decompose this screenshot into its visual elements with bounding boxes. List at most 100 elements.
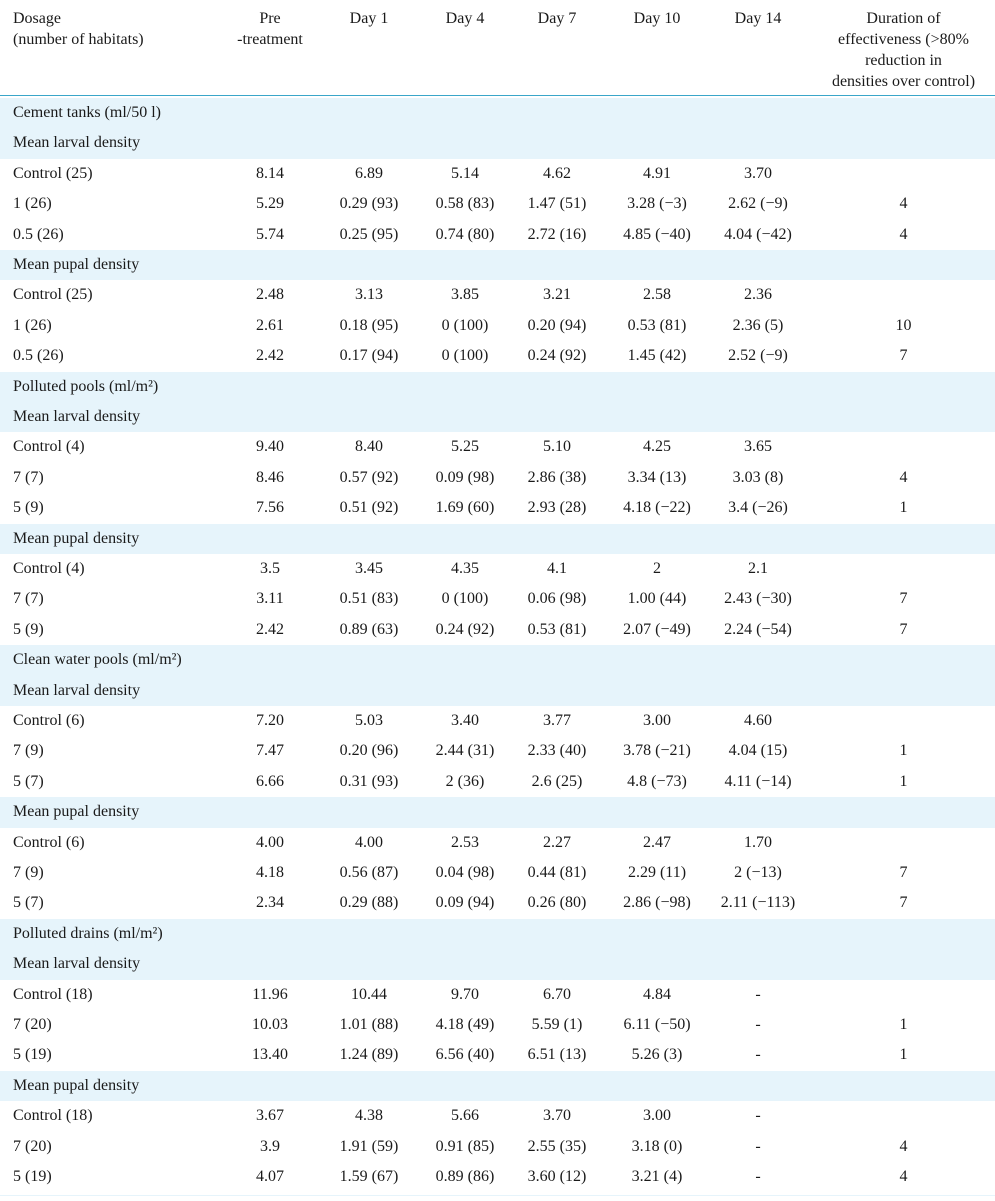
table-row: 7 (20) 3.9 1.91 (59) 0.91 (85) 2.55 (35) 3.18… (0, 1132, 995, 1162)
table-row: 7 (20) 10.03 1.01 (88) 4.18 (49) 5.59 (1) 6.1… (0, 1010, 995, 1040)
day7-cell: 3.77 (543, 712, 571, 729)
pretreatment-cell: 13.40 (252, 1046, 288, 1064)
day1-cell: 0.57 (92) (339, 468, 399, 486)
day1-cell (320, 524, 418, 554)
day4-cell: 0.89 (86) (435, 1168, 495, 1185)
day14-cell: 2.1 (748, 560, 768, 577)
dosage-cell: 7 (20) (13, 1016, 52, 1033)
table-row: 7 (7) 8.46 0.57 (92) 0.09 (98) 2.86 (38) 3.34… (0, 463, 995, 493)
day1-cell (320, 645, 418, 675)
day10-cell: 4.85 (−40) (623, 225, 691, 243)
table-row: 5 (7) 2.34 0.29 (88) 0.09 (94) 0.26 (80) 2.86… (0, 888, 995, 918)
table-row: 1 (26) 2.61 0.18 (95) 0 (100) 0.20 (94) 0.53 … (0, 311, 995, 341)
duration-cell: 7 (899, 894, 908, 912)
day4-cell (418, 372, 512, 402)
header-day4: Day 4 (445, 10, 485, 27)
day1-cell: 0.17 (94) (339, 347, 399, 365)
dosage-cell: Polluted drains (ml/m²) (13, 924, 163, 942)
duration-cell: 4 (899, 1168, 908, 1185)
duration-cell (812, 554, 995, 584)
header-dosage-line1: Dosage (13, 10, 61, 27)
day14-cell: 2.43 (−30) (724, 590, 792, 608)
day7-cell: 0.26 (80) (527, 894, 587, 912)
day14-cell: - (755, 1016, 761, 1033)
pretreatment-cell: 7.47 (256, 742, 284, 760)
dosage-cell: Control (25) (13, 164, 93, 182)
day1-cell: 0.18 (95) (339, 316, 399, 334)
pretreatment-cell: 8.46 (256, 468, 284, 486)
dosage-cell: Cement tanks (ml/50 l) (13, 104, 161, 121)
pretreatment-cell (220, 524, 320, 554)
day14-cell (712, 524, 804, 554)
day1-cell (320, 98, 418, 128)
day10-cell: 4.91 (643, 164, 671, 182)
pretreatment-cell: 5.29 (256, 195, 284, 213)
duration-cell (812, 645, 995, 675)
day10-cell: 2.07 (−49) (623, 620, 691, 638)
day10-cell (602, 797, 712, 827)
header-pre-line2: -treatment (237, 31, 303, 48)
day1-cell: 10.44 (351, 985, 387, 1003)
duration-cell (812, 676, 995, 706)
day7-cell (512, 919, 602, 949)
day14-cell: 2.62 (−9) (728, 195, 788, 213)
day10-cell: 3.00 (643, 1107, 671, 1125)
duration-cell (812, 1101, 995, 1131)
table-section-row: Mean pupal density (0, 250, 995, 281)
pretreatment-cell: 11.96 (252, 985, 288, 1003)
day7-cell: 2.33 (40) (527, 742, 587, 760)
day7-cell: 6.51 (13) (527, 1046, 587, 1064)
day14-cell (712, 372, 804, 402)
dosage-cell: Mean larval density (13, 408, 141, 425)
day7-cell (512, 372, 602, 402)
dosage-cell: 7 (20) (13, 1137, 52, 1155)
day7-cell: 0.53 (81) (527, 620, 587, 638)
day10-cell: 3.21 (4) (631, 1168, 683, 1185)
day4-cell: 0 (100) (441, 347, 489, 365)
dosage-cell: 5 (19) (13, 1168, 52, 1185)
dosage-cell: Control (18) (13, 985, 93, 1003)
day4-cell (418, 676, 512, 706)
day4-cell: 5.14 (451, 164, 479, 182)
dosage-cell: 1 (26) (13, 316, 52, 334)
duration-cell (812, 706, 995, 736)
dosage-cell: 7 (7) (13, 468, 44, 486)
day7-cell (512, 402, 602, 432)
pretreatment-cell: 2.42 (256, 620, 284, 638)
day10-cell: 3.00 (643, 712, 671, 729)
header-duration-line4: densities over control) (831, 73, 976, 90)
day1-cell: 0.29 (93) (339, 195, 399, 213)
day1-cell: 0.31 (93) (339, 772, 399, 790)
day14-cell: - (755, 985, 761, 1003)
day4-cell: 0.04 (98) (435, 864, 495, 881)
day1-cell: 0.51 (92) (339, 499, 399, 517)
day4-cell (418, 98, 512, 128)
pretreatment-cell: 3.5 (260, 560, 280, 577)
day10-cell: 2.58 (643, 286, 671, 304)
duration-cell (812, 797, 995, 827)
pretreatment-cell: 3.9 (260, 1137, 280, 1155)
day10-cell: 2.47 (643, 833, 671, 851)
day7-cell: 0.44 (81) (527, 864, 587, 881)
day10-cell (602, 949, 712, 979)
day1-cell: 1.24 (89) (339, 1046, 399, 1064)
duration-cell (812, 919, 995, 949)
table-section-row: Mean larval density (0, 675, 995, 706)
dosage-cell: 0.5 (26) (13, 225, 64, 243)
day1-cell (320, 372, 418, 402)
day10-cell (602, 128, 712, 158)
day14-cell (712, 98, 804, 128)
day1-cell (320, 919, 418, 949)
day14-cell (712, 250, 804, 280)
pretreatment-cell (220, 676, 320, 706)
duration-cell (812, 98, 995, 128)
day7-cell: 1.47 (51) (527, 195, 587, 213)
day1-cell: 4.00 (355, 833, 383, 851)
day14-cell: - (755, 1046, 761, 1064)
table-row: 1 (26) 5.29 0.29 (93) 0.58 (83) 1.47 (51) 3.2… (0, 189, 995, 219)
dosage-cell: 5 (7) (13, 894, 44, 912)
day14-cell: 3.70 (744, 164, 772, 182)
header-day1: Day 1 (349, 10, 389, 27)
pretreatment-cell (220, 949, 320, 979)
table-row: 5 (19) 13.40 1.24 (89) 6.56 (40) 6.51 (13) 5.… (0, 1040, 995, 1070)
